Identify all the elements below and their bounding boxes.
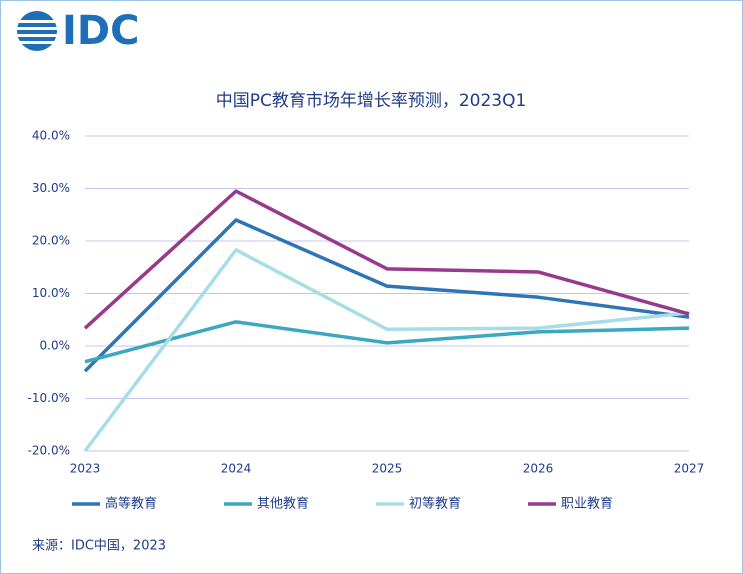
legend-label: 其他教育: [257, 496, 309, 512]
x-tick-label: 2024: [221, 462, 252, 476]
y-tick-label: 30.0%: [32, 181, 70, 195]
y-tick-label: -10.0%: [28, 391, 70, 405]
series-line: [84, 320, 690, 364]
y-tick-label: 10.0%: [32, 286, 70, 300]
x-tick-label: 2023: [70, 462, 101, 476]
legend-label: 职业教育: [561, 496, 613, 512]
legend-label: 初等教育: [409, 496, 461, 512]
series-line: [83, 248, 690, 453]
y-tick-label: 0.0%: [40, 339, 71, 353]
x-tick-label: 2027: [674, 462, 705, 476]
x-tick-label: 2026: [523, 462, 554, 476]
logo: IDC: [62, 8, 139, 54]
logo-mark: [15, 11, 59, 51]
chart-title: 中国PC教育市场年增长率预测，2023Q1: [216, 91, 527, 111]
series-line: [83, 189, 690, 330]
series-line: [83, 218, 690, 373]
y-tick-label: -20.0%: [28, 444, 70, 458]
legend-label: 高等教育: [105, 496, 157, 512]
y-tick-label: 40.0%: [32, 129, 70, 143]
y-tick-label: 20.0%: [32, 234, 70, 248]
x-tick-label: 2025: [372, 462, 403, 476]
source: 来源：IDC中国，2023: [32, 539, 166, 554]
